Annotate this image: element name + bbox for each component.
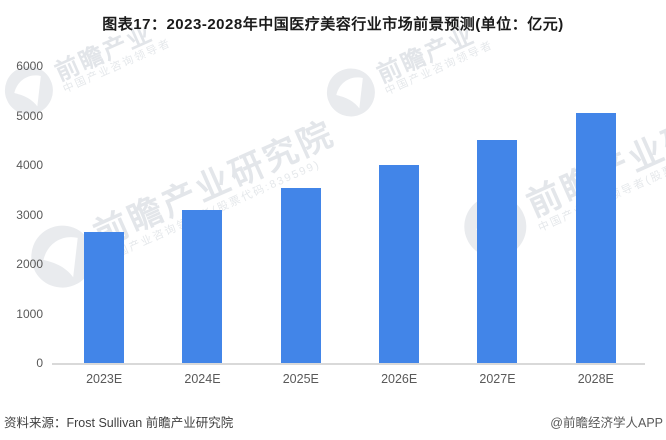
y-tick-label: 4000: [16, 158, 43, 172]
bars-container: [55, 66, 645, 363]
x-tick-label: 2026E: [381, 372, 418, 386]
bar-2023E: [84, 231, 125, 363]
x-tick-label: 2028E: [577, 372, 614, 386]
x-tick-label: 2024E: [184, 372, 221, 386]
plot-area: [52, 66, 645, 365]
qianzhan-logo-icon: [319, 61, 384, 129]
watermark-center-left: 前瞻产业研究院 中国产业咨询领导者(股票代码:839599): [21, 107, 349, 302]
qianzhan-logo-icon: [21, 216, 105, 302]
bar-2027E: [477, 140, 518, 363]
qianzhan-logo-icon: [0, 59, 63, 127]
x-axis-labels: 2023E 2024E 2025E 2026E 2027E 2028E: [55, 372, 645, 386]
x-tick-label: 2025E: [282, 372, 319, 386]
y-tick-label: 2000: [16, 257, 43, 271]
bar-2024E: [182, 209, 223, 363]
x-tick-label: 2027E: [479, 372, 516, 386]
y-tick-label: 1000: [16, 306, 43, 321]
source-label: 资料来源：Frost Sullivan 前瞻产业研究院: [4, 416, 234, 430]
y-tick-label: 3000: [16, 207, 43, 222]
x-axis-line: [52, 363, 645, 365]
y-tick-label: 0: [36, 356, 43, 370]
x-tick-label: 2023E: [86, 372, 123, 386]
watermark-top-center: 前瞻产业 中国产业咨询领导者: [319, 10, 499, 129]
bar-2025E: [280, 188, 321, 363]
y-tick-label: 5000: [16, 108, 43, 123]
bar-2026E: [379, 165, 420, 363]
chart-title: 图表17：2023-2028年中国医疗美容行业市场前景预测(单位：亿元): [102, 16, 564, 33]
watermark-top-left: 前瞻产业 中国产业咨询领导者: [0, 8, 177, 127]
credit-label: @前瞻经济学人APP: [550, 416, 663, 430]
bar-2028E: [575, 112, 616, 363]
y-tick-label: 6000: [16, 59, 43, 73]
